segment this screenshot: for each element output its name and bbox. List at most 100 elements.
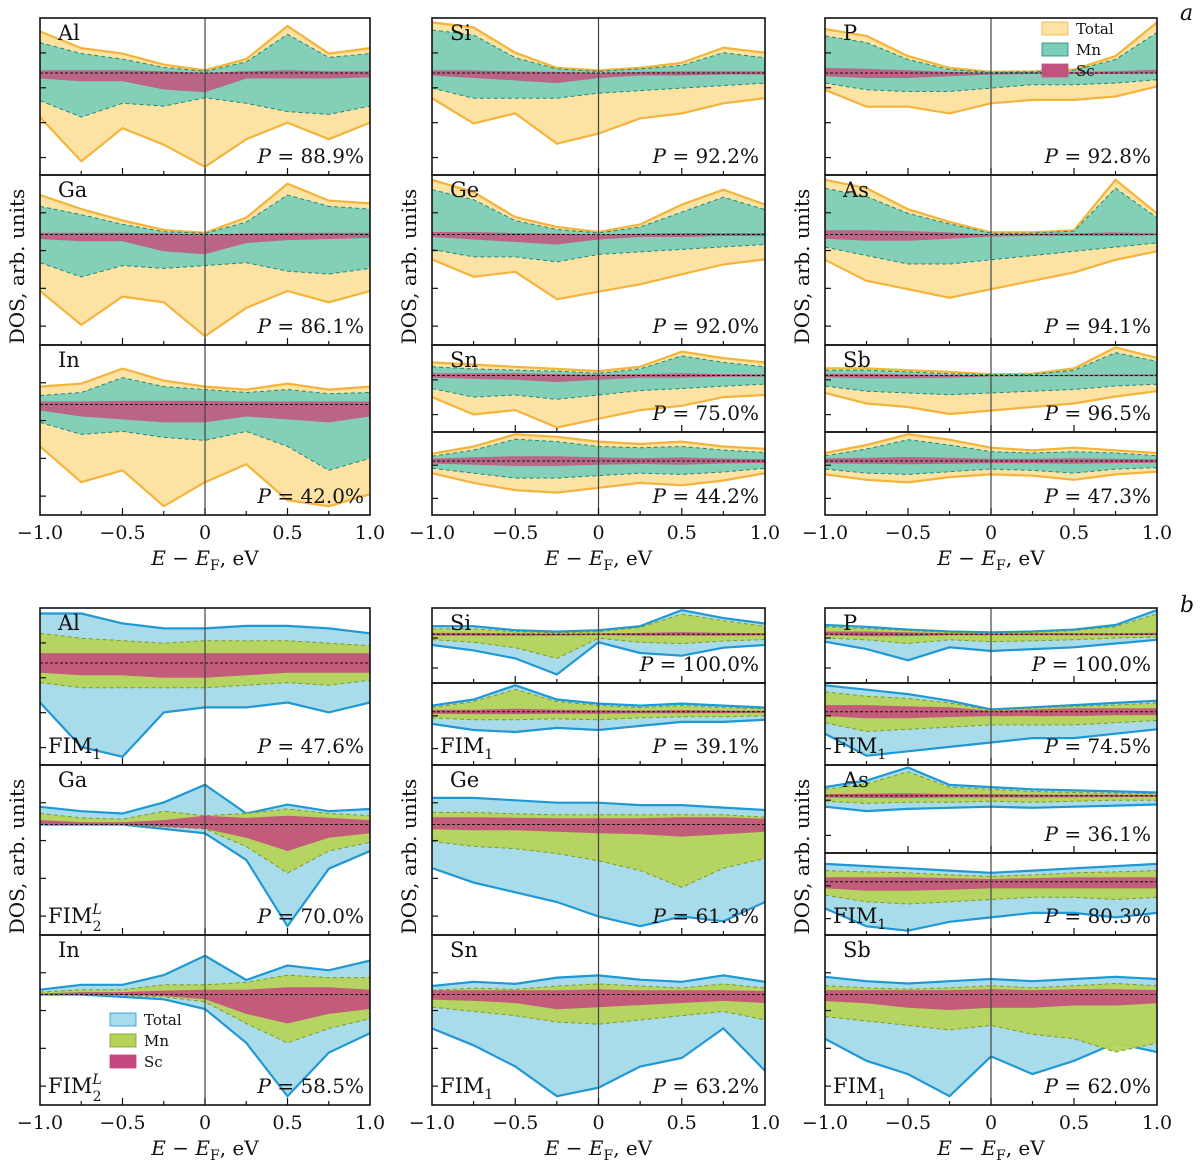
panel-a-1-0: Si P = 92.2% — [431, 17, 766, 176]
panel-a-1-2: Sn P = 75.0% — [431, 344, 766, 433]
x-axis-title: E − EF, eV — [544, 1136, 653, 1164]
x-tick-label: 1.0 — [1142, 522, 1172, 544]
x-tick-label: −0.5 — [885, 522, 931, 544]
x-tick-label: 0 — [199, 1112, 211, 1134]
y-axis-title: DOS, arb. units — [5, 779, 29, 935]
x-tick-label: −1.0 — [802, 1112, 848, 1134]
mn-area — [825, 188, 1157, 264]
mn-down-line — [825, 242, 1157, 265]
mn-up-line — [40, 33, 370, 72]
x-axis-title: E − EF, eV — [150, 546, 259, 574]
x-tick-label: 0 — [199, 522, 211, 544]
panel-a-2-2: Sb P = 96.5% — [824, 344, 1158, 433]
x-tick-label: 0 — [985, 522, 997, 544]
mn-up-line — [825, 187, 1157, 234]
sc-area — [40, 987, 370, 1024]
y-axis-title: DOS, arb. units — [790, 189, 814, 345]
x-tick-label: 1.0 — [355, 1112, 385, 1134]
element-label: In — [58, 348, 80, 372]
x-tick-label: 0.5 — [272, 1112, 302, 1134]
polarization-value: P = 63.2% — [652, 1074, 759, 1098]
x-tick-label: −0.5 — [492, 522, 538, 544]
polarization-value: P = 70.0% — [257, 904, 364, 928]
legend-b: Total Mn Sc — [109, 1011, 182, 1071]
panel-a-0-1: Ga P = 86.1% — [39, 174, 371, 346]
mn-area — [432, 30, 765, 99]
element-label: As — [842, 768, 869, 792]
element-label: P — [843, 21, 857, 45]
x-tick-label: 0 — [985, 1112, 997, 1134]
polarization-value: P = 94.1% — [1044, 314, 1151, 338]
x-tick-label: 1.0 — [355, 522, 385, 544]
legend-label: Mn — [144, 1032, 169, 1050]
magnetic-config-label: FIM1 — [440, 1074, 493, 1103]
x-tick-label: 0 — [592, 522, 604, 544]
mn-up-line — [40, 632, 370, 647]
magnetic-config-label: FIM1 — [440, 734, 493, 763]
x-tick-label: −0.5 — [492, 1112, 538, 1134]
legend-swatch — [109, 1033, 137, 1048]
mn-down-line — [825, 720, 1157, 733]
mn-up-line — [40, 808, 370, 820]
legend-a: Total Mn Sc — [1041, 20, 1114, 80]
y-axis-title: DOS, arb. units — [790, 779, 814, 935]
magnetic-config-label: FIML 2 — [48, 902, 102, 935]
x-tick-label: 1.0 — [750, 1112, 780, 1134]
y-axis-title: DOS, arb. units — [5, 189, 29, 345]
polarization-value: P = 42.0% — [257, 484, 364, 508]
polarization-value: P = 36.1% — [1044, 822, 1151, 846]
panel-b-2-3: FIM1 P = 80.3% — [824, 852, 1158, 936]
mn-down-line — [432, 383, 765, 400]
x-axis-title: E − EF, eV — [936, 1136, 1045, 1164]
element-label: As — [842, 178, 869, 202]
mn-up-line — [432, 613, 765, 634]
magnetic-config-label: FIML 2 — [48, 1072, 102, 1105]
panel-b-0-0: Al FIM1 P = 47.6% — [39, 607, 371, 766]
mn-area — [825, 352, 1157, 395]
polarization-value: P = 96.5% — [1044, 401, 1151, 425]
legend-label: Mn — [1076, 41, 1101, 59]
element-label: Si — [450, 611, 471, 635]
mn-up-line — [432, 355, 765, 374]
polarization-value: P = 47.3% — [1044, 484, 1151, 508]
panel-b-2-1: FIM1 P = 74.5% — [824, 682, 1158, 766]
polarization-value: P = 61.3% — [652, 904, 759, 928]
x-tick-label: 1.0 — [750, 522, 780, 544]
x-tick-label: 0.5 — [272, 522, 302, 544]
y-axis-title: DOS, arb. units — [397, 189, 421, 345]
mn-up-line — [825, 982, 1157, 990]
mn-area — [432, 189, 765, 262]
mn-down-line — [40, 824, 370, 874]
polarization-value: P = 47.6% — [257, 734, 364, 758]
polarization-value: P = 92.2% — [652, 144, 759, 168]
mn-up-line — [40, 194, 370, 234]
x-tick-label: −0.5 — [885, 1112, 931, 1134]
mn-down-line — [825, 1016, 1157, 1053]
x-tick-label: −1.0 — [409, 1112, 455, 1134]
polarization-value: P = 88.9% — [257, 144, 364, 168]
mn-up-line — [432, 189, 765, 234]
panel-b-1-0: Si P = 100.0% — [431, 607, 766, 684]
x-axis-title: E − EF, eV — [936, 546, 1045, 574]
x-tick-label: 0.5 — [1059, 1112, 1089, 1134]
panel-a-2-0: P P = 92.8% — [824, 17, 1158, 176]
panel-b-1-3: Sn FIM1 P = 63.2% — [431, 934, 766, 1106]
panel-b-1-1: FIM1 P = 39.1% — [431, 682, 766, 766]
x-tick-label: −1.0 — [17, 1112, 63, 1134]
x-tick-label: 0.5 — [1059, 522, 1089, 544]
magnetic-config-label: FIM1 — [833, 1074, 886, 1103]
mn-down-line — [825, 799, 1157, 804]
polarization-value: P = 44.2% — [652, 484, 759, 508]
magnetic-config-label: FIM1 — [48, 734, 101, 763]
legend-swatch — [109, 1012, 137, 1027]
panel-a-0-0: Al P = 88.9% — [39, 17, 371, 176]
mn-down-line — [40, 421, 370, 471]
x-tick-label: −0.5 — [99, 522, 145, 544]
x-tick-label: 0.5 — [667, 522, 697, 544]
polarization-value: P = 100.0% — [639, 652, 759, 676]
element-label: P — [843, 611, 857, 635]
mn-up-line — [825, 870, 1157, 877]
polarization-value: P = 62.0% — [1044, 1074, 1151, 1098]
polarization-value: P = 86.1% — [257, 314, 364, 338]
